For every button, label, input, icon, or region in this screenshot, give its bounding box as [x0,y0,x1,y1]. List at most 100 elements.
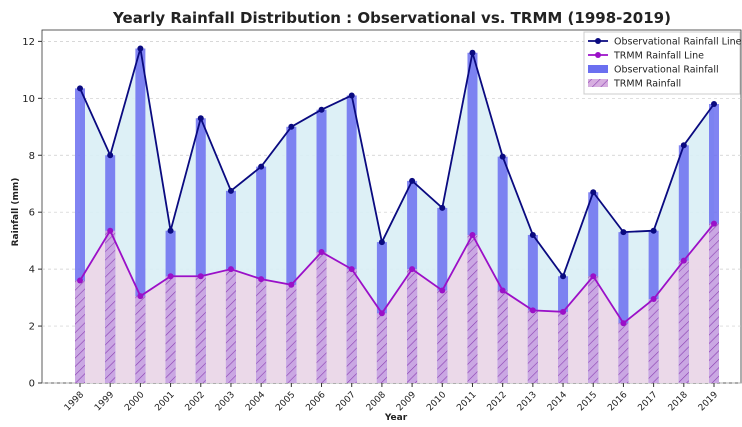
bar-hatch [558,311,569,383]
point [348,92,355,99]
point [378,310,385,317]
point [650,296,657,303]
x-tick-label: 2006 [304,390,327,413]
point [620,229,627,236]
point [439,204,446,211]
point [711,220,717,227]
x-tick-label: 2019 [697,390,720,413]
point [680,142,687,149]
legend-label: TRMM Rainfall [613,79,681,90]
x-tick-label: 2012 [486,390,509,413]
y-tick-label: 4 [29,265,35,276]
point [137,293,144,300]
x-tick-label: 2009 [395,390,418,413]
x-tick-label: 2014 [546,390,569,413]
point [77,277,83,284]
bar-hatch [256,279,267,383]
bar [618,232,629,383]
point [529,231,536,238]
point [197,115,204,122]
bar-hatch [407,269,418,383]
bar-hatch [497,290,508,383]
bar-hatch [648,299,659,383]
point [167,273,174,280]
x-tick-label: 2007 [335,390,358,413]
point [137,45,144,52]
bar [467,52,478,383]
x-tick-label: 2011 [455,390,478,413]
point [620,320,627,327]
x-tick-label: 1998 [63,390,86,413]
y-tick-label: 12 [22,37,35,48]
point [318,249,325,256]
bar-hatch [316,252,327,383]
point [711,101,717,108]
point [107,152,114,159]
y-tick-label: 6 [29,208,35,219]
point [167,227,174,234]
bar-hatch [527,310,538,383]
point [469,49,476,56]
point [227,266,234,273]
point [590,273,597,280]
x-tick-label: 2000 [123,390,146,413]
bar [135,48,146,384]
point [288,281,295,288]
y-tick-label: 0 [29,379,35,390]
bar [497,156,508,383]
x-tick-label: 2016 [606,390,629,413]
bar-hatch [75,280,85,383]
x-tick-label: 2003 [214,390,237,413]
bar-hatch [588,276,599,383]
bar-hatch [618,323,629,383]
point [288,123,295,130]
x-tick-label: 2013 [516,390,539,413]
point [409,177,416,184]
bar [316,109,327,383]
bar [195,118,206,383]
x-tick-label: 2017 [636,390,659,413]
bar-hatch [346,269,357,383]
legend-hatch [588,79,608,87]
x-tick-label: 2015 [576,390,599,413]
point [348,266,355,273]
chart-title: Yearly Rainfall Distribution : Observati… [112,9,671,27]
point [560,273,567,280]
point [258,276,265,283]
bar [256,166,267,383]
bar-hatch [165,276,176,383]
point [409,266,416,273]
point [77,85,83,92]
point [258,163,265,170]
legend-label: TRMM Rainfall Line [613,51,704,62]
bar-hatch [709,223,719,383]
legend-box [583,31,741,95]
point [439,287,446,294]
line [79,223,715,325]
bar [286,126,297,384]
point [680,257,687,264]
bar-hatch [467,234,478,383]
point [227,187,234,194]
bar-hatch [376,313,387,383]
point [560,308,567,315]
legend-marker [595,52,601,58]
x-tick-label: 2018 [667,390,690,413]
point [318,106,325,113]
y-tick-label: 8 [29,151,35,162]
point [197,273,204,280]
bar [75,88,85,383]
point [469,231,476,238]
x-tick-label: 2004 [244,390,267,413]
bar-hatch [437,290,448,383]
legend-swatch [588,65,608,73]
x-tick-label: 2001 [153,390,176,413]
point [499,153,506,160]
area [80,223,714,383]
x-tick-label: 2005 [274,390,297,413]
x-tick-label: 2010 [425,390,448,413]
legend-label: Observational Rainfall [614,65,719,76]
x-tick-label: 1999 [93,390,116,413]
y-tick-label: 2 [29,322,35,333]
